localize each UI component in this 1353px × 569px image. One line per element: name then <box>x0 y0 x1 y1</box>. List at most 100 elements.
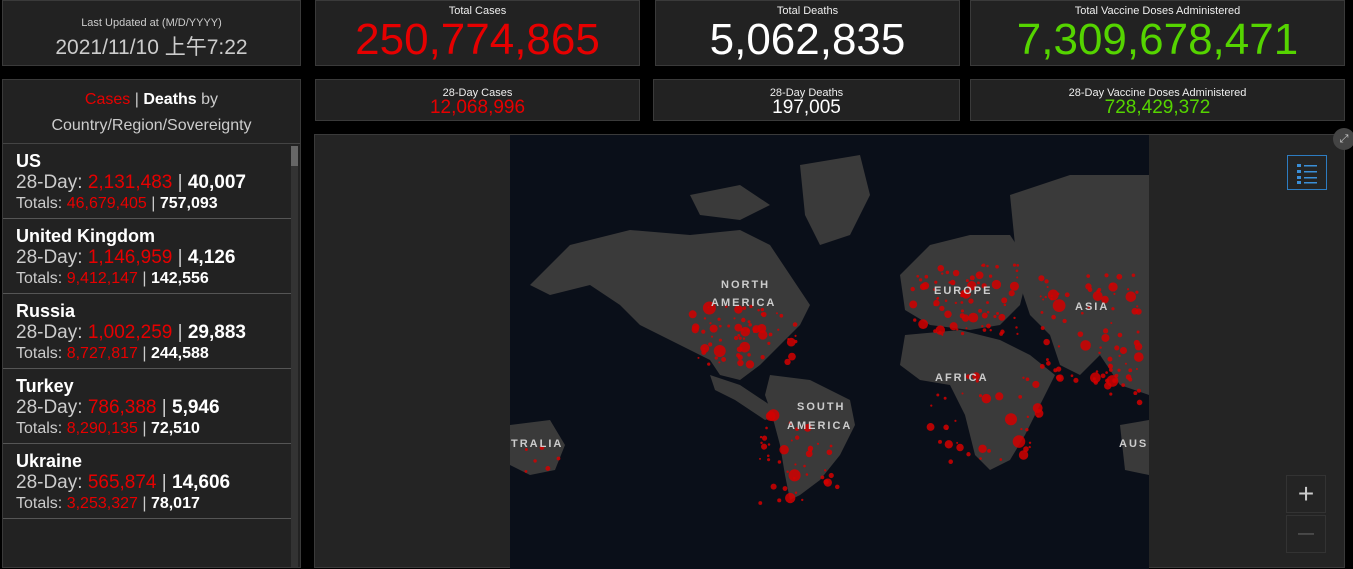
case-bubble[interactable] <box>991 279 1002 290</box>
case-bubble[interactable] <box>803 424 812 432</box>
case-bubble[interactable] <box>803 464 806 468</box>
case-bubble[interactable] <box>760 441 763 445</box>
case-bubble[interactable] <box>975 379 979 383</box>
case-bubble[interactable] <box>981 312 988 319</box>
case-bubble[interactable] <box>977 281 980 285</box>
case-bubble[interactable] <box>981 263 986 267</box>
case-bubble[interactable] <box>1016 263 1020 267</box>
case-bubble[interactable] <box>966 452 971 457</box>
case-bubble[interactable] <box>1103 328 1109 334</box>
case-bubble[interactable] <box>954 419 957 422</box>
case-bubble[interactable] <box>1114 345 1120 351</box>
case-bubble[interactable] <box>1025 428 1029 432</box>
case-bubble[interactable] <box>786 337 796 347</box>
case-bubble[interactable] <box>734 323 743 332</box>
case-bubble[interactable] <box>765 426 768 430</box>
case-bubble[interactable] <box>1013 316 1016 320</box>
case-bubble[interactable] <box>805 473 809 476</box>
case-bubble[interactable] <box>1092 291 1103 302</box>
case-bubble[interactable] <box>777 328 780 331</box>
case-bubble[interactable] <box>1040 310 1044 314</box>
case-bubble[interactable] <box>545 466 551 471</box>
case-bubble[interactable] <box>995 392 1004 401</box>
case-bubble[interactable] <box>737 354 743 360</box>
case-bubble[interactable] <box>1038 275 1045 282</box>
case-bubble[interactable] <box>978 444 987 453</box>
case-bubble[interactable] <box>761 435 768 441</box>
case-bubble[interactable] <box>1046 361 1051 366</box>
case-bubble[interactable] <box>944 310 952 318</box>
case-bubble[interactable] <box>766 454 770 458</box>
case-bubble[interactable] <box>1136 388 1141 393</box>
case-bubble[interactable] <box>926 423 935 431</box>
case-bubble[interactable] <box>937 264 945 272</box>
case-bubble[interactable] <box>1020 427 1023 431</box>
case-bubble[interactable] <box>719 324 722 328</box>
case-bubble[interactable] <box>1080 340 1091 351</box>
case-bubble[interactable] <box>734 305 743 314</box>
case-bubble[interactable] <box>952 269 960 277</box>
expand-button[interactable]: ⤢ <box>1333 128 1353 150</box>
case-bubble[interactable] <box>1016 332 1019 335</box>
case-bubble[interactable] <box>767 458 771 462</box>
case-bubble[interactable] <box>1012 435 1026 448</box>
case-bubble[interactable] <box>828 472 834 479</box>
case-bubble[interactable] <box>1118 354 1121 358</box>
case-bubble[interactable] <box>725 305 728 308</box>
case-bubble[interactable] <box>1119 347 1128 355</box>
case-bubble[interactable] <box>1039 364 1045 369</box>
case-bubble[interactable] <box>981 283 987 289</box>
case-bubble[interactable] <box>1018 395 1023 399</box>
case-bubble[interactable] <box>757 308 760 312</box>
case-bubble[interactable] <box>782 486 788 491</box>
case-bubble[interactable] <box>745 360 755 369</box>
case-bubble[interactable] <box>823 478 832 487</box>
case-bubble[interactable] <box>1015 326 1018 329</box>
case-bubble[interactable] <box>1036 415 1040 418</box>
case-bubble[interactable] <box>737 333 741 337</box>
case-bubble[interactable] <box>943 396 947 400</box>
case-bubble[interactable] <box>688 310 697 319</box>
case-bubble[interactable] <box>1116 273 1123 280</box>
case-bubble[interactable] <box>691 323 700 331</box>
case-bubble[interactable] <box>972 372 980 380</box>
case-bubble[interactable] <box>1133 391 1138 396</box>
case-bubble[interactable] <box>954 301 958 305</box>
case-bubble[interactable] <box>979 457 982 460</box>
case-bubble[interactable] <box>1046 285 1049 289</box>
case-bubble[interactable] <box>788 421 793 425</box>
case-bubble[interactable] <box>989 329 992 332</box>
case-bubble[interactable] <box>934 280 938 284</box>
case-bubble[interactable] <box>998 313 1006 321</box>
case-bubble[interactable] <box>727 324 731 328</box>
case-bubble[interactable] <box>533 459 537 463</box>
case-bubble[interactable] <box>1101 295 1109 304</box>
case-bubble[interactable] <box>986 264 989 268</box>
case-bubble[interactable] <box>767 443 771 446</box>
case-bubble[interactable] <box>835 484 840 490</box>
case-bubble[interactable] <box>948 459 953 464</box>
case-bubble[interactable] <box>986 310 990 314</box>
case-bubble[interactable] <box>775 312 778 315</box>
case-bubble[interactable] <box>1081 311 1084 315</box>
case-bubble[interactable] <box>1012 263 1017 267</box>
case-bubble[interactable] <box>758 501 763 505</box>
case-bubble[interactable] <box>759 435 763 439</box>
case-bubble[interactable] <box>738 336 742 340</box>
case-bubble[interactable] <box>718 361 721 364</box>
case-bubble[interactable] <box>770 483 777 490</box>
case-bubble[interactable] <box>1044 279 1049 284</box>
country-item[interactable]: United Kingdom 28-Day: 1,146,959 | 4,126… <box>3 219 291 294</box>
case-bubble[interactable] <box>1136 399 1143 406</box>
case-bubble[interactable] <box>1086 274 1091 278</box>
case-bubble[interactable] <box>965 327 968 330</box>
case-bubble[interactable] <box>1062 318 1067 324</box>
case-bubble[interactable] <box>801 498 804 502</box>
case-bubble[interactable] <box>790 439 793 442</box>
case-bubble[interactable] <box>1070 374 1074 378</box>
case-bubble[interactable] <box>760 312 765 316</box>
case-bubble[interactable] <box>794 491 798 494</box>
case-bubble[interactable] <box>941 272 944 275</box>
case-bubble[interactable] <box>916 274 920 278</box>
case-bubble[interactable] <box>1096 289 1100 294</box>
